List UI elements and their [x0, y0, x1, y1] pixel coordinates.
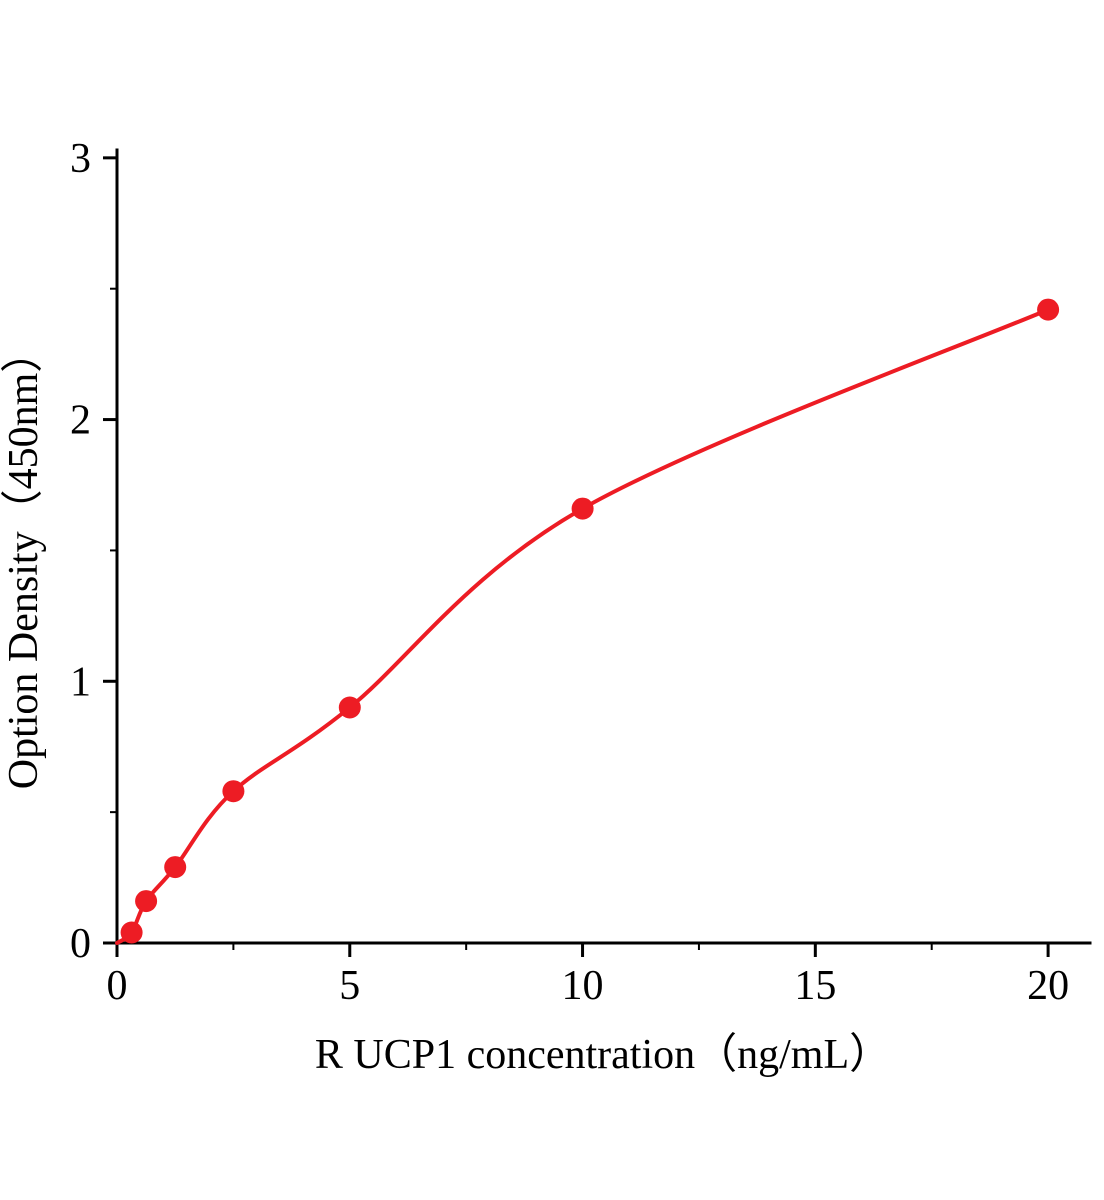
- data-point: [135, 890, 158, 913]
- y-tick-label: 0: [70, 921, 91, 967]
- x-axis-title: R UCP1 concentration（ng/mL）: [315, 1032, 891, 1078]
- data-point: [338, 696, 361, 719]
- data-point: [164, 856, 187, 879]
- y-axis-title: Option Density（450nm）: [1, 331, 47, 790]
- data-series: [115, 298, 1060, 945]
- data-point: [222, 780, 245, 803]
- data-point: [120, 921, 143, 944]
- data-point: [1037, 298, 1060, 321]
- x-tick-label: 10: [562, 963, 604, 1009]
- x-tick-label: 0: [107, 963, 128, 1009]
- x-tick-label: 20: [1027, 963, 1069, 1009]
- axes: 0 5 10 15 20 0 1 2 3: [70, 136, 1092, 1009]
- x-tick-label: 15: [794, 963, 836, 1009]
- y-tick-label: 1: [70, 659, 91, 705]
- y-tick-label: 2: [70, 398, 91, 444]
- x-tick-label: 5: [339, 963, 360, 1009]
- y-tick-label: 3: [70, 136, 91, 182]
- fit-curve: [115, 307, 1051, 945]
- data-point: [571, 497, 594, 520]
